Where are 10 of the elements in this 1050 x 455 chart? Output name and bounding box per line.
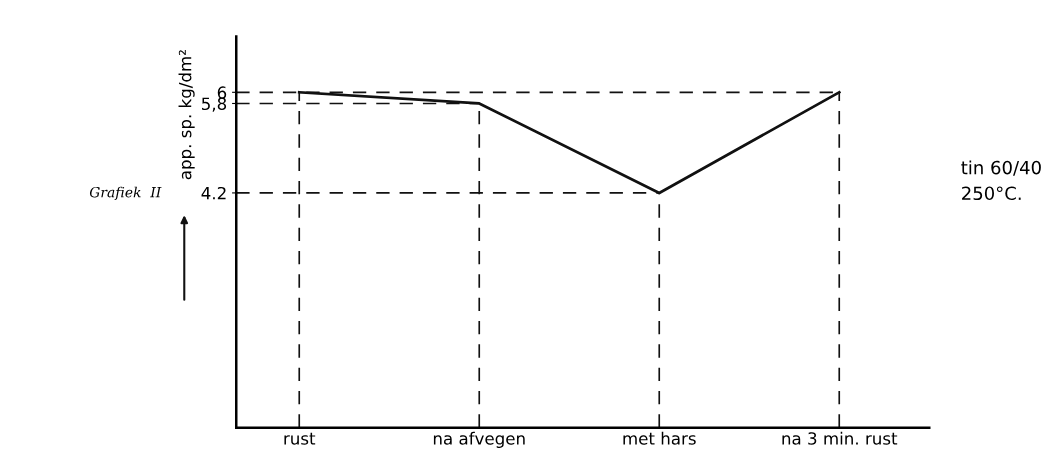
x-tick-label: rust <box>284 432 316 445</box>
y-axis-title: app. sp. kg/dm² <box>178 50 195 180</box>
x-tick-label: met hars <box>623 431 696 445</box>
y-tick-label: 5,8 <box>202 97 227 112</box>
x-tick-label: na afvegen <box>433 431 525 448</box>
text: tin 60/40 250°C. <box>961 160 1041 201</box>
text: Grafiek II <box>89 186 162 201</box>
y-tick-label: 4.2 <box>201 186 226 200</box>
x-tick-label: na 3 min. rust <box>782 431 898 445</box>
y-tick-label: 6 <box>217 86 227 99</box>
